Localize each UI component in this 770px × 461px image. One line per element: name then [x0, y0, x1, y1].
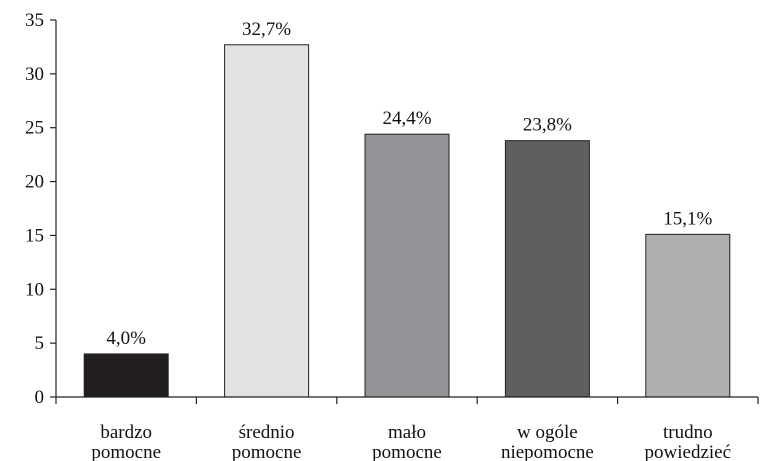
- category-label: średnio: [239, 422, 295, 443]
- data-label: 15,1%: [663, 208, 712, 229]
- y-axis: 0 5 10 15 20 25 30 35: [25, 10, 57, 408]
- category-label: niepomocne: [501, 442, 594, 461]
- bar: [224, 44, 310, 398]
- data-label: 4,0%: [106, 328, 146, 349]
- y-tick-label: 10: [25, 279, 44, 300]
- category-label: bardzo: [100, 422, 152, 443]
- bar: [364, 133, 450, 398]
- category-label: trudno: [663, 422, 713, 443]
- category-label: powiedzieć: [645, 442, 732, 461]
- data-label: 23,8%: [523, 115, 572, 136]
- category-label: pomocne: [372, 442, 442, 461]
- bar: [645, 233, 731, 398]
- y-tick-label: 25: [25, 118, 44, 139]
- y-tick-label: 35: [25, 10, 44, 31]
- category-label: pomocne: [232, 442, 302, 461]
- category-label: mało: [388, 422, 426, 443]
- y-tick-label: 30: [25, 64, 44, 85]
- data-label: 24,4%: [382, 108, 431, 129]
- y-tick-label: 20: [25, 172, 44, 193]
- y-tick-label: 5: [35, 333, 45, 354]
- x-axis: bardzopomocneśredniopomocnemałopomocnew …: [55, 396, 759, 461]
- data-label: 32,7%: [242, 19, 291, 40]
- bars: 4,0% 32,7% 24,4% 23,8% 15,1%: [83, 19, 731, 398]
- bar: [83, 353, 169, 398]
- y-tick-label: 0: [35, 387, 45, 408]
- category-label: w ogóle: [517, 422, 578, 443]
- bar: [504, 140, 590, 398]
- y-tick-label: 15: [25, 225, 44, 246]
- category-label: pomocne: [91, 442, 161, 461]
